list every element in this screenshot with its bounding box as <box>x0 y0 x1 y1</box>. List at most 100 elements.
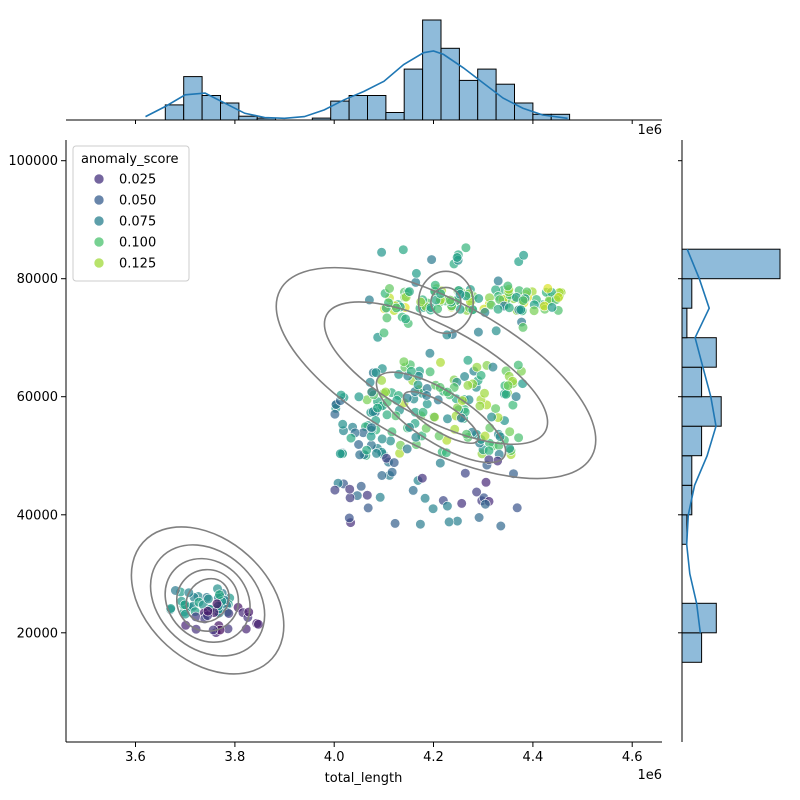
kde-contour <box>275 266 597 480</box>
kde-contour <box>175 568 240 632</box>
scatter-point <box>202 606 213 617</box>
axes: 3.6 3.8 4.0 4.2 4.4 4.6 20000 40000 60000 80000 10… <box>8 140 662 765</box>
x-tick-label: 4.0 <box>324 750 345 765</box>
x-axis-offset-label: 1e6 <box>637 768 662 783</box>
scatter-point <box>471 486 482 498</box>
scatter-point <box>518 295 529 306</box>
scatter-point <box>406 366 417 377</box>
scatter-point <box>417 407 429 418</box>
scatter-point <box>353 439 364 450</box>
marginal-x-bar <box>164 104 185 121</box>
scatter-point <box>375 492 386 503</box>
scatter-point <box>426 254 437 265</box>
scatter-point <box>487 362 499 373</box>
kde-contour <box>323 301 549 446</box>
marginal-x-bar <box>422 19 442 121</box>
marginal-x-histogram <box>66 19 662 124</box>
x-tick-label: 4.6 <box>622 750 643 765</box>
scatter-point <box>415 519 426 530</box>
marginal-y-bar <box>681 425 703 457</box>
scatter-point <box>429 412 440 423</box>
scatter-point <box>329 409 341 420</box>
marginal-x-bar <box>238 115 258 121</box>
legend-entry-label: 0.050 <box>119 194 156 209</box>
scatter-point <box>420 493 431 504</box>
scatter-point <box>460 468 471 479</box>
y-tick-label: 100000 <box>8 154 58 169</box>
scatter-point <box>456 412 467 424</box>
scatter-point <box>528 305 540 316</box>
scatter-point <box>459 371 470 382</box>
y-tick-label: 20000 <box>17 626 58 641</box>
y-tick-label: 40000 <box>17 508 58 523</box>
scatter-point <box>546 302 558 313</box>
marginal-x-bar <box>183 76 203 121</box>
scatter-point <box>415 296 426 308</box>
legend-entry-label: 0.075 <box>119 215 156 230</box>
legend-entry-label: 0.125 <box>119 257 156 272</box>
kde-contour <box>185 577 230 623</box>
scatter-point <box>253 619 264 630</box>
scatter-point <box>366 431 377 442</box>
legend-marker <box>93 257 105 269</box>
marginal-y-histogram <box>678 140 781 742</box>
scatter-point <box>476 370 487 381</box>
marginal-x-bar <box>385 112 405 121</box>
x-tick-label: 4.2 <box>423 750 444 765</box>
scatter-point <box>474 512 485 523</box>
scatter-point <box>335 448 346 459</box>
x-tick-label: 4.4 <box>523 750 544 765</box>
scatter-point <box>372 402 383 414</box>
scatter-point <box>381 312 393 324</box>
scatter-point <box>370 367 382 378</box>
scatter-point <box>553 292 564 303</box>
scatter-point <box>428 503 439 514</box>
marginal-y-bar <box>681 455 693 486</box>
x-tick-label: 3.8 <box>225 750 246 765</box>
scatter-point <box>460 242 472 253</box>
marginal-x-offset-label: 1e6 <box>637 123 662 138</box>
scatter-point <box>513 360 524 371</box>
scatter-point <box>442 501 453 512</box>
marginal-x-bar <box>348 95 369 121</box>
scatter-point <box>510 391 522 402</box>
scatter-point <box>473 327 484 338</box>
scatter-point <box>353 391 365 402</box>
legend: anomaly_score 0.025 0.050 0.075 0.100 0.125 <box>72 145 190 282</box>
scatter-point <box>376 247 387 258</box>
scatter-point <box>371 448 382 459</box>
scatter-point <box>513 432 524 443</box>
scatter-point <box>389 457 400 468</box>
scatter-point <box>517 322 529 333</box>
marginal-y-bar <box>681 484 693 516</box>
x-tick-label: 3.6 <box>125 750 146 765</box>
scatter-point <box>411 268 422 279</box>
scatter-point <box>378 327 390 339</box>
scatter-point <box>486 411 497 423</box>
legend-title: anomaly_score <box>81 152 179 167</box>
scatter-point <box>363 502 374 514</box>
scatter-point <box>398 356 410 367</box>
scatter-point <box>473 293 484 304</box>
scatter-point <box>344 484 355 495</box>
scatter-point <box>344 512 355 524</box>
kde-contour <box>417 270 475 335</box>
scatter-point <box>503 380 514 391</box>
scatter-point <box>424 348 436 359</box>
marginal-x-kde <box>145 50 568 120</box>
scatter-point <box>384 283 395 294</box>
scatter-point <box>504 426 515 437</box>
scatter-point <box>471 362 483 373</box>
scatter-point <box>518 250 529 261</box>
scatter-point <box>462 380 474 391</box>
marginal-x-bar <box>403 68 424 121</box>
scatter-point <box>542 283 553 294</box>
scatter-point <box>408 485 419 496</box>
scatter-point <box>430 280 441 291</box>
legend-marker <box>93 236 105 248</box>
scatter-point <box>345 433 357 444</box>
marginal-y-bar <box>681 366 703 398</box>
marginal-y-bar <box>681 278 693 309</box>
scatter-point <box>435 357 446 368</box>
